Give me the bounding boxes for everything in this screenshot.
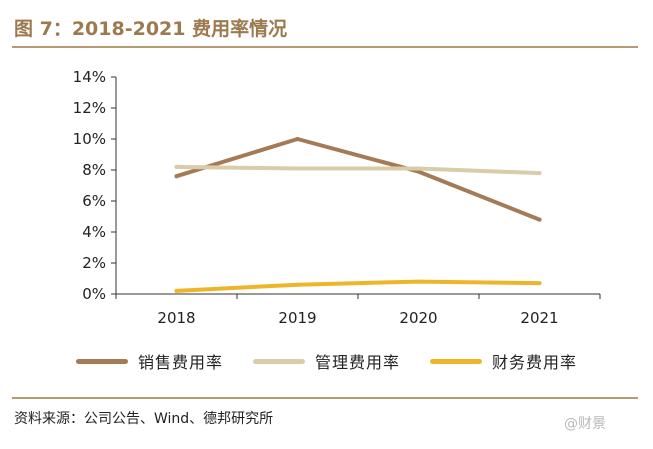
series-lines — [174, 137, 542, 293]
chart-title: 图 7：2018-2021 费用率情况 — [14, 18, 288, 40]
data-point — [174, 174, 179, 179]
y-tick-label: 0% — [82, 285, 106, 303]
y-tick-label: 2% — [82, 254, 106, 272]
legend-swatch-admin — [252, 358, 305, 364]
y-axis: 0% 2% 4% 6% 8% 10% 12% 14% — [73, 68, 117, 303]
legend-swatch-sales — [75, 358, 128, 364]
y-tick-label: 10% — [73, 130, 106, 148]
x-tick-label: 2018 — [157, 309, 195, 327]
data-point — [416, 279, 421, 284]
legend-swatch-finance — [430, 358, 482, 364]
data-point — [295, 166, 300, 171]
data-point — [295, 137, 300, 141]
data-point — [416, 166, 421, 171]
legend-item-admin: 管理费用率 — [252, 349, 400, 373]
y-tick-label: 6% — [82, 192, 106, 210]
legend-item-finance: 财务费用率 — [430, 349, 577, 373]
watermark: @财景 — [564, 416, 606, 432]
source-note: 资料来源：公司公告、Wind、德邦研究所 — [14, 411, 274, 427]
y-tick-label: 12% — [73, 99, 106, 117]
series-line-2 — [174, 164, 542, 176]
data-point — [537, 217, 542, 222]
legend-label-sales: 销售费用率 — [137, 353, 223, 372]
x-axis: 2018 2019 2020 2021 — [115, 293, 601, 327]
series-line-1 — [174, 137, 542, 222]
header-rule — [12, 46, 638, 48]
legend-item-sales: 销售费用率 — [75, 349, 223, 373]
y-tick-label: 8% — [82, 161, 106, 179]
y-tick-label: 14% — [73, 68, 106, 86]
footer-rule — [12, 397, 638, 399]
y-tick-label: 4% — [82, 223, 106, 241]
x-tick-label: 2020 — [399, 309, 437, 327]
data-point — [537, 171, 542, 176]
chart-legend: 销售费用率 管理费用率 财务费用率 — [0, 343, 653, 379]
x-tick-label: 2021 — [520, 309, 558, 327]
legend-label-finance: 财务费用率 — [492, 353, 578, 372]
data-point — [174, 288, 179, 293]
x-tick-label: 2019 — [278, 309, 316, 327]
legend-label-admin: 管理费用率 — [314, 353, 400, 372]
series-line-3 — [174, 279, 542, 293]
data-point — [295, 282, 300, 287]
data-point — [174, 164, 179, 169]
data-point — [537, 281, 542, 286]
data-point — [416, 169, 421, 174]
